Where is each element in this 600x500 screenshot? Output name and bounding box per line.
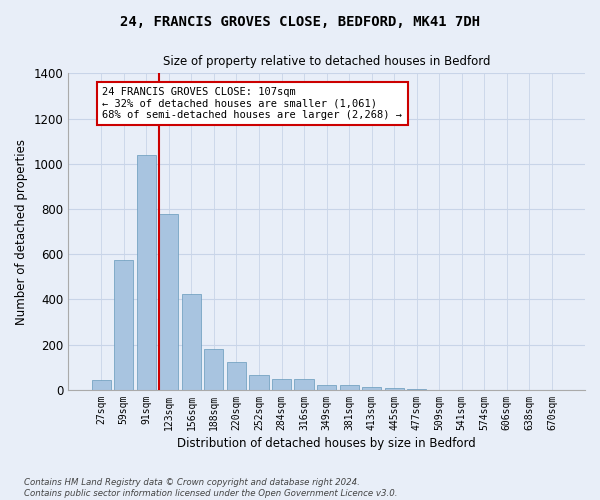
Title: Size of property relative to detached houses in Bedford: Size of property relative to detached ho… [163,55,490,68]
Text: 24 FRANCIS GROVES CLOSE: 107sqm
← 32% of detached houses are smaller (1,061)
68%: 24 FRANCIS GROVES CLOSE: 107sqm ← 32% of… [103,87,403,120]
Bar [295,378,314,390]
Bar [205,349,223,390]
Bar [137,154,156,390]
Bar [385,388,404,390]
Text: 24, FRANCIS GROVES CLOSE, BEDFORD, MK41 7DH: 24, FRANCIS GROVES CLOSE, BEDFORD, MK41 … [120,15,480,29]
Bar [159,214,178,390]
Text: Contains HM Land Registry data © Crown copyright and database right 2024.
Contai: Contains HM Land Registry data © Crown c… [24,478,398,498]
Y-axis label: Number of detached properties: Number of detached properties [15,138,28,324]
Bar [182,294,201,390]
Bar [362,386,381,390]
Bar [272,378,291,390]
X-axis label: Distribution of detached houses by size in Bedford: Distribution of detached houses by size … [177,437,476,450]
Bar [250,375,269,390]
Bar [407,389,426,390]
Bar [227,362,246,390]
Bar [92,380,111,390]
Bar [317,385,336,390]
Bar [340,386,359,390]
Bar [114,260,133,390]
